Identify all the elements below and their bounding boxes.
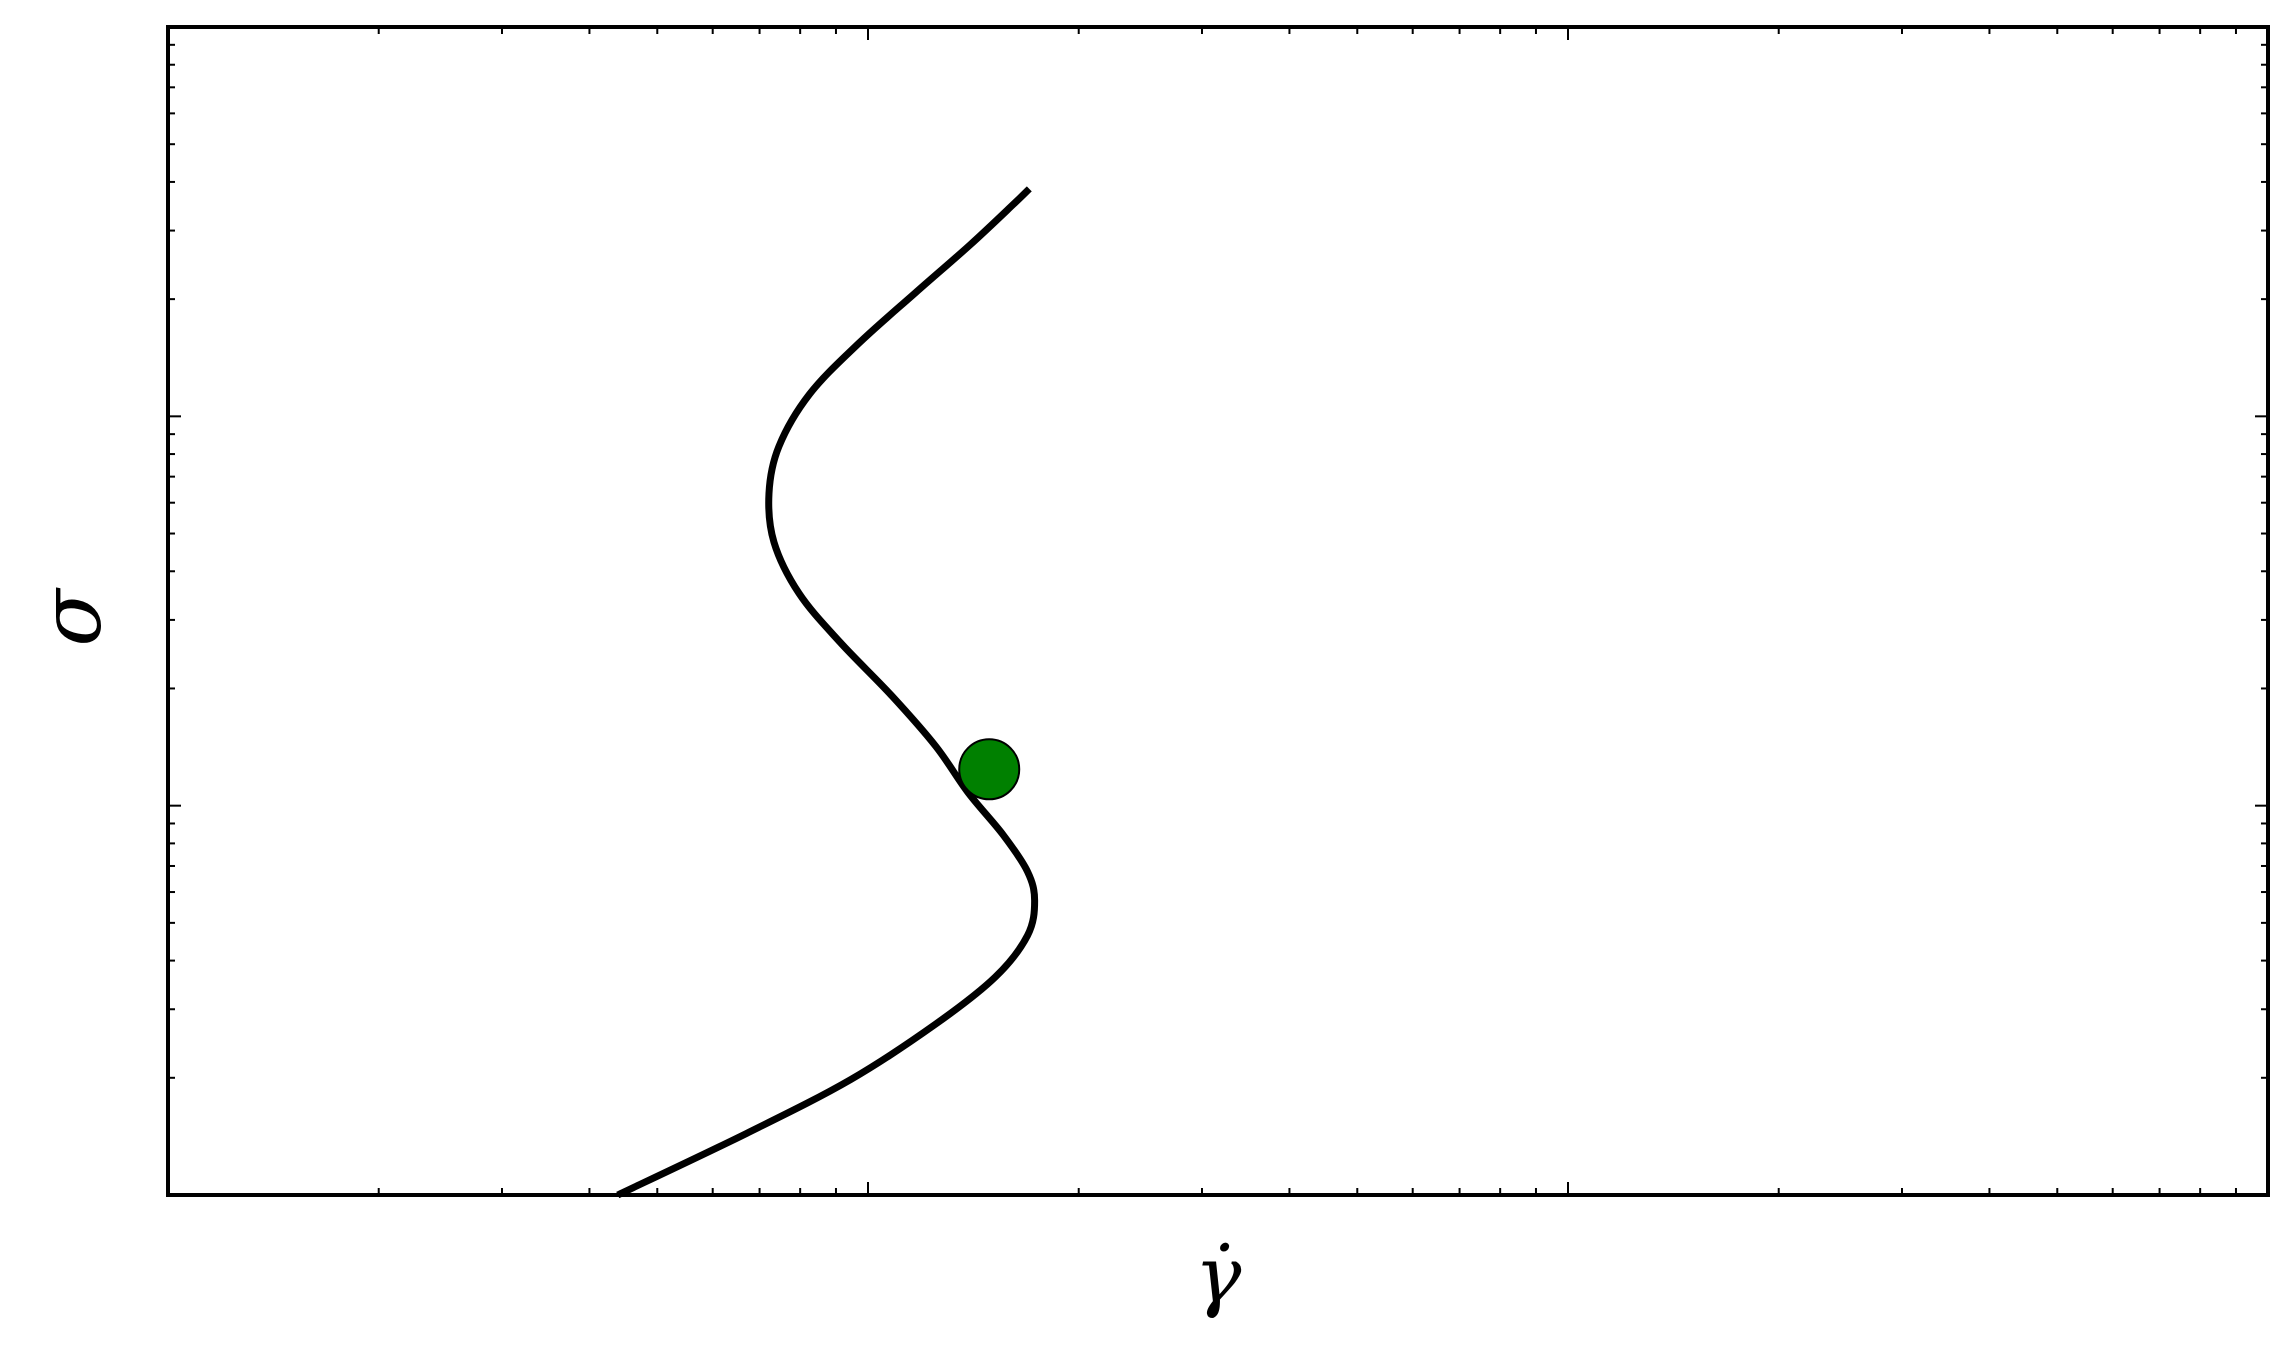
marker-point-0 [958,738,1021,801]
marker-layer [958,738,1021,801]
axis-ticks [168,27,2268,1195]
series-layer [616,186,1039,1199]
flow-curve-line-0 [616,186,1039,1199]
y-axis-label: σ [22,587,120,647]
x-axis-label: γ̇ [1195,1231,1242,1321]
plot-frame [166,25,2270,1197]
